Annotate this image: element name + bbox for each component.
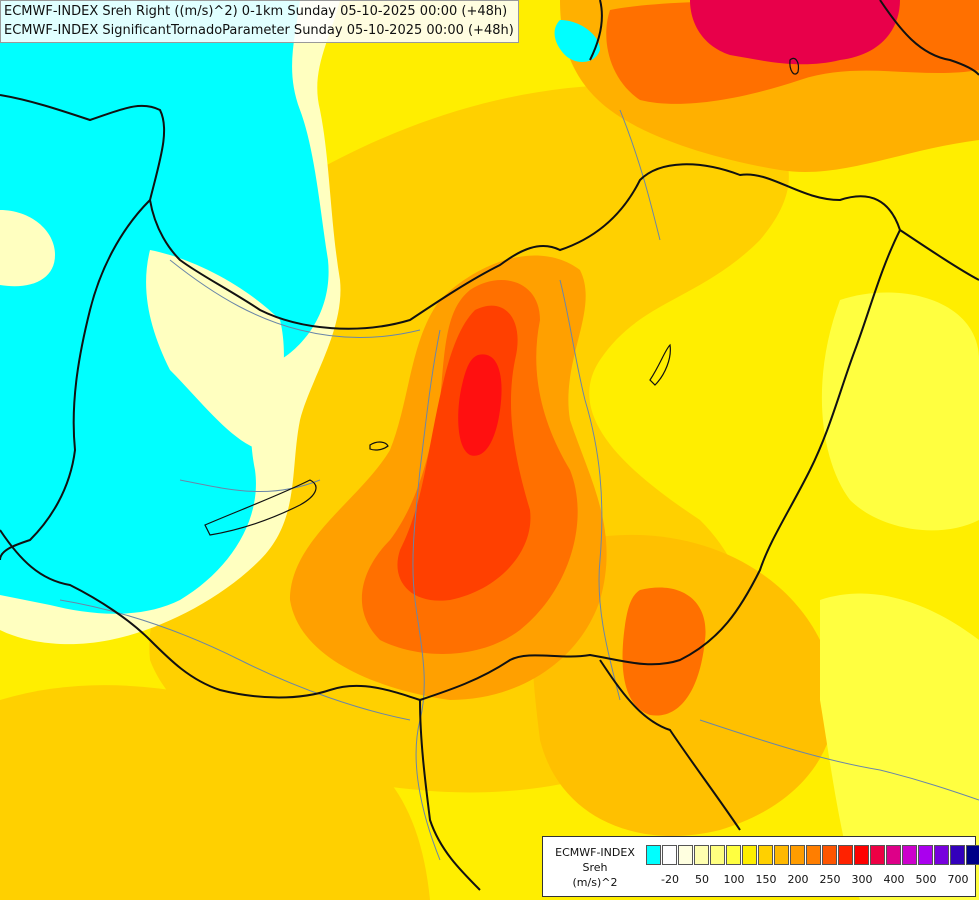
- legend-swatch: [710, 845, 725, 865]
- border-south-west: [0, 529, 421, 701]
- legend-tick-label: 250: [819, 873, 841, 886]
- river-danube: [412, 329, 441, 861]
- lake-small-2: [649, 343, 671, 386]
- legend-swatch: [870, 845, 885, 865]
- border-west: [0, 199, 151, 561]
- legend-swatch: [662, 845, 677, 865]
- border-south-2: [599, 659, 741, 831]
- legend-swatch: [966, 845, 979, 865]
- lake-small-1: [369, 441, 389, 451]
- legend-tick-label: 300: [851, 873, 873, 886]
- legend-swatch: [822, 845, 837, 865]
- field-yellow-ne: [821, 292, 979, 531]
- legend-title-line2: Sreh: [582, 861, 608, 874]
- river-east: [699, 719, 979, 801]
- legend-color-bar: [646, 845, 979, 865]
- legend-swatch: [758, 845, 773, 865]
- river-west: [169, 259, 421, 338]
- legend-title-line3: (m/s)^2: [572, 876, 618, 889]
- field-pale-nw: [0, 210, 55, 287]
- legend-swatch: [854, 845, 869, 865]
- legend-swatch: [838, 845, 853, 865]
- legend-tick-label: -20: [661, 873, 679, 886]
- legend-swatch: [678, 845, 693, 865]
- field-darkorange-south: [622, 587, 706, 716]
- legend-tick-label: 50: [695, 873, 709, 886]
- legend-swatch: [902, 845, 917, 865]
- legend-swatch: [886, 845, 901, 865]
- border-north-small: [589, 0, 603, 61]
- legend-swatch: [806, 845, 821, 865]
- legend-tick-label: 150: [755, 873, 777, 886]
- legend-swatch: [742, 845, 757, 865]
- map-title-line2: ECMWF-INDEX SignificantTornadoParameter …: [4, 23, 514, 38]
- legend-title-line1: ECMWF-INDEX: [555, 846, 635, 859]
- lakes: [204, 57, 800, 536]
- field-red-core: [458, 354, 502, 456]
- border-ne: [879, 0, 979, 76]
- field-yellow-east: [820, 593, 979, 900]
- legend-tick-label: 400: [883, 873, 905, 886]
- legend-swatch: [694, 845, 709, 865]
- legend-swatch: [950, 845, 965, 865]
- legend-swatch: [918, 845, 933, 865]
- lake-small-3: [789, 57, 800, 75]
- river-balaton-area: [179, 479, 321, 492]
- lake-balaton: [204, 479, 317, 536]
- legend-swatch: [790, 845, 805, 865]
- field-gold-sw: [0, 685, 430, 900]
- legend-swatch: [774, 845, 789, 865]
- map-title-box: ECMWF-INDEX Sreh Right ((m/s)^2) 0-1km S…: [0, 0, 519, 43]
- river-tisza: [559, 279, 621, 701]
- field-cyan-north: [554, 20, 600, 62]
- border-south-1: [419, 699, 481, 891]
- legend-swatch: [726, 845, 741, 865]
- legend-ticks: -20 50 100 150 200 250 300 400 500 700: [646, 873, 976, 889]
- river-north: [619, 109, 661, 241]
- legend-tick-label: 200: [787, 873, 809, 886]
- legend-tick-label: 700: [947, 873, 969, 886]
- field-crimson-north: [690, 0, 900, 65]
- border-east-south: [419, 229, 901, 701]
- legend-tick-label: 100: [723, 873, 745, 886]
- legend-swatch: [646, 845, 661, 865]
- legend-title: ECMWF-INDEX Sreh (m/s)^2: [547, 845, 643, 890]
- legend-swatch: [934, 845, 949, 865]
- map-title-line1: ECMWF-INDEX Sreh Right ((m/s)^2) 0-1km S…: [4, 4, 508, 19]
- border-north: [0, 94, 979, 330]
- color-legend: ECMWF-INDEX Sreh (m/s)^2 -20 50 100 150 200 2…: [542, 836, 979, 897]
- field-pale-island: [146, 250, 284, 450]
- legend-tick-label: 500: [915, 873, 937, 886]
